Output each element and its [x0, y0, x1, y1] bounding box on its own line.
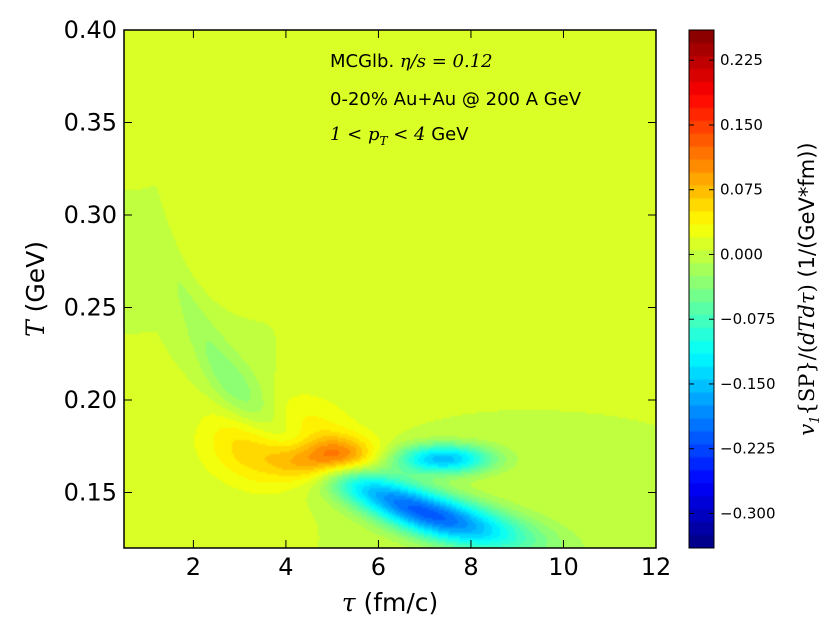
y-axis-title: T (GeV)	[21, 241, 50, 337]
heatmap-field	[124, 30, 656, 548]
y-axis: 0.15 0.20 0.25 0.30 0.35 0.40	[64, 16, 656, 507]
colorbar-tick-label: 0.075	[720, 181, 763, 199]
x-tick-label: 8	[463, 553, 478, 581]
colorbar-tick-label: −0.300	[720, 504, 776, 522]
x-tick-label: 4	[278, 553, 293, 581]
colorbar-tick-label: −0.225	[720, 440, 776, 458]
colorbar-tick-label: 0.000	[720, 245, 763, 263]
colorbar-tick-label: 0.150	[720, 116, 763, 134]
x-tick-label: 12	[641, 553, 672, 581]
y-tick-label: 0.25	[64, 294, 117, 322]
x-tick-label: 6	[371, 553, 386, 581]
colorbar: 0.225 0.150 0.075 0.000 −0.075 −0.150 −0.225 −0…	[688, 29, 776, 549]
annotation-system: 0-20% Au+Au @ 200 A GeV	[330, 89, 582, 110]
y-tick-label: 0.35	[64, 109, 117, 137]
annotation-model: MCGlb. η/s = 0.12	[330, 51, 493, 72]
y-tick-label: 0.40	[64, 16, 117, 44]
annotation-block: MCGlb. η/s = 0.12 0-20% Au+Au @ 200 A Ge…	[330, 51, 582, 148]
y-tick-label: 0.30	[64, 201, 117, 229]
colorbar-ticks: 0.225 0.150 0.075 0.000 −0.075 −0.150 −0.225 −0…	[689, 51, 776, 522]
x-axis: 2 4 6 8 10 12	[186, 30, 672, 581]
colorbar-tick-label: 0.225	[720, 51, 763, 69]
colorbar-tick-label: −0.075	[720, 310, 776, 328]
colorbar-frame	[688, 29, 715, 549]
y-tick-label: 0.15	[64, 479, 117, 507]
x-tick-label: 10	[548, 553, 579, 581]
x-tick-label: 2	[186, 553, 201, 581]
x-axis-title: τ (fm/c)	[342, 588, 439, 617]
annotation-pt-range: 1 < pT < 4 GeV	[330, 124, 469, 148]
y-tick-label: 0.20	[64, 386, 117, 414]
colorbar-title: v1{SP}/(dTdτ) (1/(GeV*fm))	[795, 142, 823, 435]
colorbar-gradient	[689, 30, 714, 548]
colorbar-tick-label: −0.150	[720, 375, 776, 393]
plot-frame	[123, 29, 657, 549]
